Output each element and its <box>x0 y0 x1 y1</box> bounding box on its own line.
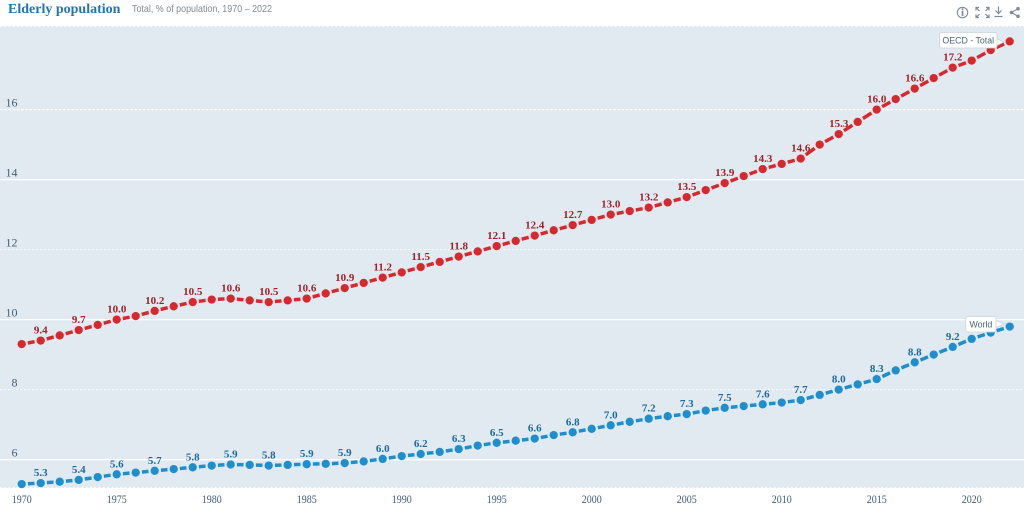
svg-text:1995: 1995 <box>487 492 507 506</box>
svg-text:11.5: 11.5 <box>411 251 430 263</box>
svg-text:2005: 2005 <box>677 492 697 506</box>
svg-text:10.0: 10.0 <box>107 304 127 316</box>
svg-text:1985: 1985 <box>297 492 317 506</box>
svg-text:6.0: 6.0 <box>376 443 390 455</box>
svg-text:1990: 1990 <box>392 492 412 506</box>
svg-text:8.8: 8.8 <box>908 346 922 358</box>
svg-text:1970: 1970 <box>12 492 32 506</box>
svg-text:16.6: 16.6 <box>905 73 925 85</box>
svg-text:17.2: 17.2 <box>943 52 963 64</box>
svg-text:5.9: 5.9 <box>224 449 238 461</box>
svg-text:13.5: 13.5 <box>677 181 697 193</box>
svg-text:2000: 2000 <box>582 492 602 506</box>
svg-text:7.7: 7.7 <box>794 384 808 396</box>
svg-text:13.0: 13.0 <box>601 199 621 211</box>
svg-text:2010: 2010 <box>772 492 792 506</box>
svg-text:5.8: 5.8 <box>186 451 200 463</box>
svg-text:5.8: 5.8 <box>262 450 276 462</box>
svg-text:9.4: 9.4 <box>34 325 48 337</box>
svg-text:7.2: 7.2 <box>642 403 656 415</box>
svg-text:10.6: 10.6 <box>221 283 241 295</box>
svg-text:10: 10 <box>6 306 18 320</box>
svg-text:6.5: 6.5 <box>490 427 504 439</box>
svg-text:12.1: 12.1 <box>487 230 506 242</box>
svg-text:16: 16 <box>6 96 18 110</box>
svg-text:15.3: 15.3 <box>829 118 849 130</box>
svg-text:World: World <box>969 320 992 330</box>
svg-text:1980: 1980 <box>202 492 222 506</box>
svg-text:11.8: 11.8 <box>449 241 468 253</box>
svg-text:14.3: 14.3 <box>753 153 773 165</box>
svg-text:7.0: 7.0 <box>604 409 618 421</box>
svg-text:5.3: 5.3 <box>34 467 48 479</box>
svg-text:2015: 2015 <box>867 492 887 506</box>
svg-text:11.2: 11.2 <box>373 262 392 274</box>
svg-text:9.2: 9.2 <box>946 331 960 343</box>
svg-text:8.0: 8.0 <box>832 374 846 386</box>
svg-text:6.2: 6.2 <box>414 438 428 450</box>
svg-text:10.5: 10.5 <box>259 286 279 298</box>
svg-text:8: 8 <box>12 376 18 390</box>
svg-text:10.5: 10.5 <box>183 286 203 298</box>
svg-text:6.3: 6.3 <box>452 433 466 445</box>
svg-text:1975: 1975 <box>107 492 127 506</box>
svg-text:14: 14 <box>6 166 18 180</box>
svg-text:8.3: 8.3 <box>870 363 884 375</box>
svg-text:5.7: 5.7 <box>148 455 162 467</box>
svg-text:6.6: 6.6 <box>528 423 542 435</box>
svg-text:7.3: 7.3 <box>680 398 694 410</box>
svg-text:5.6: 5.6 <box>110 458 124 470</box>
svg-text:12: 12 <box>6 236 18 250</box>
svg-text:16.0: 16.0 <box>867 94 887 106</box>
svg-text:5.4: 5.4 <box>72 464 86 476</box>
svg-text:6.8: 6.8 <box>566 416 580 428</box>
svg-text:6: 6 <box>12 446 18 460</box>
svg-text:5.9: 5.9 <box>338 447 352 459</box>
svg-text:10.9: 10.9 <box>335 272 355 284</box>
svg-text:9.7: 9.7 <box>72 314 86 326</box>
svg-text:2020: 2020 <box>962 492 982 506</box>
svg-text:10.2: 10.2 <box>145 295 165 307</box>
svg-text:13.2: 13.2 <box>639 192 659 204</box>
svg-text:7.5: 7.5 <box>718 392 732 404</box>
svg-text:13.9: 13.9 <box>715 167 735 179</box>
svg-text:10.6: 10.6 <box>297 283 317 295</box>
svg-text:12.7: 12.7 <box>563 209 583 221</box>
svg-text:7.6: 7.6 <box>756 388 770 400</box>
svg-text:12.4: 12.4 <box>525 220 545 232</box>
svg-text:14.6: 14.6 <box>791 143 811 155</box>
svg-text:OECD - Total: OECD - Total <box>942 36 994 46</box>
svg-text:5.9: 5.9 <box>300 448 314 460</box>
